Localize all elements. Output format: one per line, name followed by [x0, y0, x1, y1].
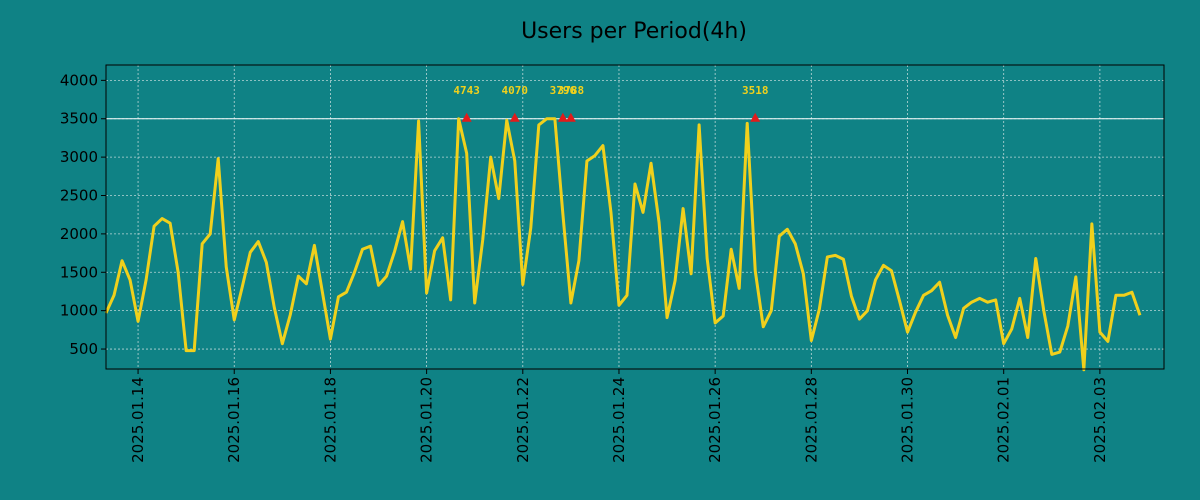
x-tick-label: 2025.02.01 [995, 377, 1013, 463]
y-tick-label: 3500 [60, 110, 98, 128]
x-tick-label: 2025.01.30 [899, 377, 917, 463]
peak-label: 4070 [502, 84, 529, 97]
x-axis: 2025.01.14 2025.01.16 2025.01.18 2025.01.20… [129, 369, 1109, 463]
x-tick-label: 2025.01.28 [802, 377, 820, 463]
peak-label: 3796 [550, 84, 577, 97]
x-tick-label: 2025.02.03 [1091, 377, 1109, 463]
x-tick-label: 2025.01.18 [321, 377, 339, 463]
peak-marker [565, 112, 576, 122]
x-tick-label: 2025.01.24 [610, 377, 628, 463]
peak-markers [461, 112, 761, 122]
x-tick-label: 2025.01.22 [514, 377, 532, 463]
x-tick-label: 2025.01.16 [225, 377, 243, 463]
peak-marker [557, 112, 568, 122]
x-tick-label: 2025.01.26 [706, 377, 724, 463]
y-tick-label: 2500 [60, 187, 98, 205]
y-tick-label: 4000 [60, 71, 98, 89]
y-tick-label: 3000 [60, 148, 98, 166]
x-tick-label: 2025.01.14 [129, 377, 147, 463]
peak-label: 3518 [742, 84, 769, 97]
y-tick-label: 500 [69, 340, 98, 358]
peak-marker [509, 112, 520, 122]
peak-marker [461, 112, 472, 122]
plot-frame [105, 64, 1165, 370]
x-tick-label: 2025.01.20 [418, 377, 436, 463]
series-group [104, 117, 1142, 372]
peak-label: 3788 [558, 84, 585, 97]
peak-marker [750, 112, 761, 122]
y-tick-label: 1000 [60, 302, 98, 320]
peak-label: 4743 [453, 84, 480, 97]
y-axis: 500 1000 1500 2000 2500 3000 3500 4000 [60, 71, 106, 358]
chart-title: Users per Period(4h) [521, 19, 747, 44]
y-tick-label: 1500 [60, 263, 98, 281]
y-tick-label: 2000 [60, 225, 98, 243]
series-line [104, 117, 1142, 372]
